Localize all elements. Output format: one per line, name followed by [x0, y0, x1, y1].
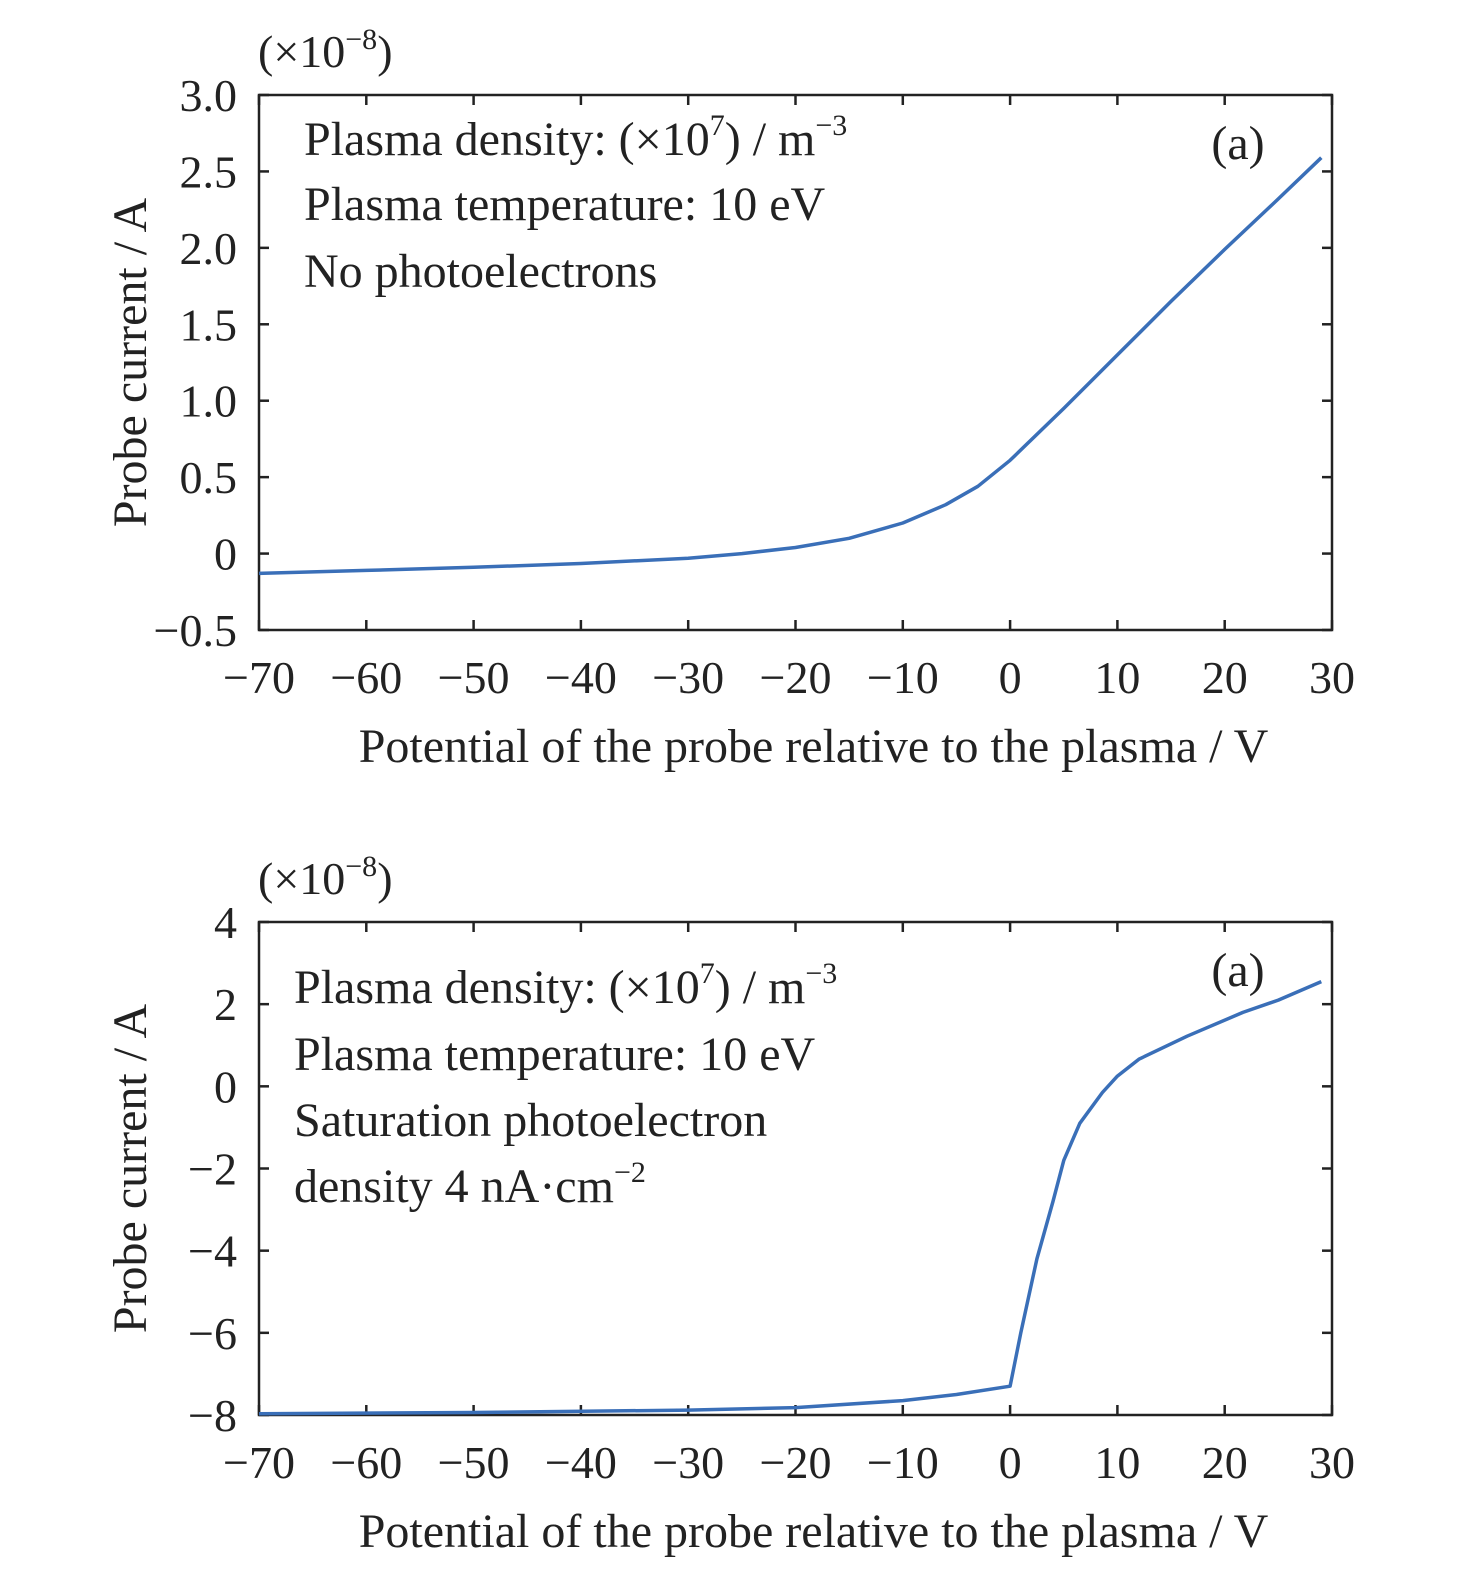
y-multiplier: (×10−8): [258, 23, 393, 77]
x-tick-label: −10: [867, 1437, 939, 1488]
y-tick-label: 0.5: [180, 452, 238, 503]
y-tick-label: −2: [188, 1144, 237, 1195]
x-tick-label: −30: [652, 652, 724, 703]
x-tick-label: −60: [330, 652, 402, 703]
y-multiplier: (×10−8): [258, 850, 393, 904]
x-tick-label: 20: [1202, 1437, 1248, 1488]
x-tick-label: −60: [330, 1437, 402, 1488]
annotation-line: Plasma density: (×107) / m−3: [294, 957, 837, 1014]
x-tick-label: −20: [760, 1437, 832, 1488]
x-tick-label: 30: [1309, 1437, 1355, 1488]
y-tick-label: 1.0: [180, 376, 238, 427]
x-axis-label: Potential of the probe relative to the p…: [359, 1505, 1269, 1558]
x-tick-label: 10: [1094, 652, 1140, 703]
panel-label: (a): [1211, 117, 1264, 170]
x-tick-label: −50: [438, 1437, 510, 1488]
y-tick-label: −6: [188, 1308, 237, 1359]
x-tick-label: −50: [438, 652, 510, 703]
x-tick-label: −40: [545, 1437, 617, 1488]
x-tick-label: −20: [760, 652, 832, 703]
y-tick-label: 0: [214, 1061, 237, 1112]
chart-panel-1: −70 −60 −50 −40 −30 −20 −10 0 10 20 30 −0.5 0 0.5 1.0 1…: [104, 23, 1355, 773]
annotation-line: Plasma temperature: 10 eV: [304, 178, 825, 231]
annotation-line: density 4 nA·cm−2: [294, 1156, 646, 1213]
series-line: [258, 979, 1322, 1416]
y-tick-label: 3.0: [180, 70, 238, 121]
y-tick-label: −0.5: [154, 605, 237, 656]
x-tick-label: 20: [1202, 652, 1248, 703]
y-tick-label: −4: [188, 1226, 237, 1277]
annotation-line: Plasma density: (×107) / m−3: [304, 109, 847, 166]
y-tick-label: 2: [214, 979, 237, 1030]
x-tick-label: −40: [545, 652, 617, 703]
x-tick-label: 0: [999, 652, 1022, 703]
x-axis-label: Potential of the probe relative to the p…: [359, 720, 1269, 773]
x-tick-label: 10: [1094, 1437, 1140, 1488]
y-tick-label: 2.0: [180, 223, 238, 274]
y-axis-label: Probe current / A: [104, 198, 157, 528]
x-tick-label: 30: [1309, 652, 1355, 703]
x-tick-label: 0: [999, 1437, 1022, 1488]
x-tick-label: −30: [652, 1437, 724, 1488]
annotation-line: No photoelectrons: [304, 245, 657, 298]
series-line: [258, 156, 1323, 576]
x-tick-label: −10: [867, 652, 939, 703]
annotation-line: Saturation photoelectron: [294, 1094, 767, 1147]
annotation-line: Plasma temperature: 10 eV: [294, 1028, 815, 1081]
plot-frame: [257, 93, 1334, 632]
y-tick-label: 4: [214, 897, 237, 948]
y-tick-label: −8: [188, 1390, 237, 1441]
y-tick-label: 1.5: [180, 299, 238, 350]
x-tick-label: −70: [223, 1437, 295, 1488]
y-tick-label: 2.5: [180, 146, 238, 197]
panel-label: (a): [1211, 944, 1264, 997]
chart-panel-2: −70 −60 −50 −40 −30 −20 −10 0 10 20 30−8−6−4−2024(…: [104, 850, 1355, 1558]
y-axis-label: Probe current / A: [104, 1004, 157, 1334]
y-tick-label: 0: [214, 529, 237, 580]
x-tick-label: −70: [223, 652, 295, 703]
